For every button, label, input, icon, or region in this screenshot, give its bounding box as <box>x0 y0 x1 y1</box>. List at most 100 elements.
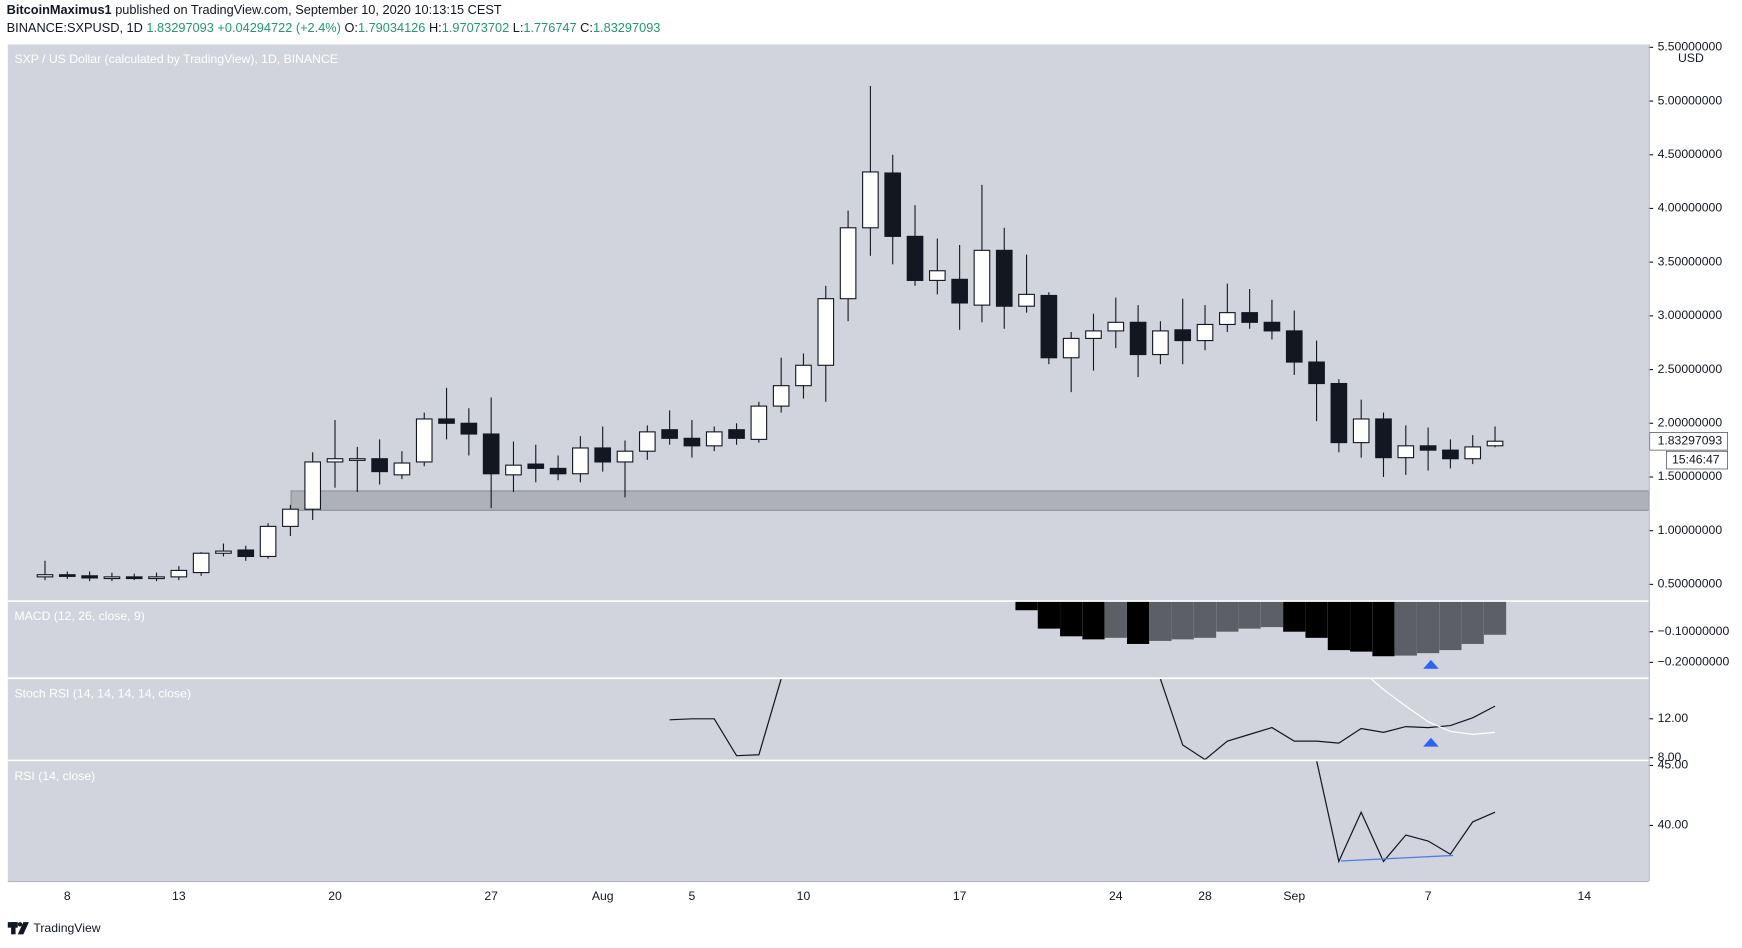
candle-body <box>259 525 277 558</box>
y-tick-label: 45.00 <box>1658 758 1689 772</box>
candle-body <box>728 429 745 439</box>
candle-body <box>1219 312 1236 326</box>
macd-bar <box>1082 601 1105 640</box>
candle-body <box>951 278 968 304</box>
y-tick-label: −0.20000000 <box>1658 655 1730 669</box>
candle-body <box>1129 321 1147 356</box>
candle-body <box>505 464 522 476</box>
candle-body <box>148 576 165 580</box>
candle-body <box>81 575 98 579</box>
candle-body <box>1263 321 1281 332</box>
price-tag-label: 1.83297093 <box>1658 433 1723 447</box>
low-label: L: <box>513 20 524 35</box>
x-tick-label: 28 <box>1198 889 1212 903</box>
candle-body <box>1352 418 1370 444</box>
candle-body <box>460 422 478 435</box>
candle-body <box>393 462 411 476</box>
macd-bar <box>1305 601 1328 638</box>
y-tick-label: 2.00000000 <box>1658 416 1723 430</box>
candle-body <box>1085 330 1102 339</box>
candle-body <box>237 549 255 558</box>
x-tick-label: Aug <box>592 889 614 903</box>
chart-area <box>7 44 1649 882</box>
candle-body <box>1107 321 1125 332</box>
macd-bar <box>1037 601 1060 629</box>
y-tick-label: 1.00000000 <box>1658 523 1723 537</box>
macd-bar <box>1238 601 1261 629</box>
macd-bar <box>1126 601 1150 644</box>
x-tick-label: 10 <box>797 889 811 903</box>
logo-part <box>17 922 29 935</box>
x-tick-label: 14 <box>1577 889 1591 903</box>
candle-body <box>215 550 232 554</box>
macd-bar <box>1327 601 1350 651</box>
candle-body <box>527 463 545 469</box>
candle-body <box>1464 446 1482 460</box>
macd-bar <box>1193 601 1217 638</box>
macd-bar <box>1416 601 1440 654</box>
candle-body <box>125 576 143 580</box>
candle-body <box>192 552 210 574</box>
candle-body <box>817 298 835 366</box>
candle-body <box>705 431 723 447</box>
open-label: O: <box>344 20 357 35</box>
symbol-line: BINANCE:SXPUSD, 1D 1.83297093 +0.0429472… <box>7 20 661 35</box>
x-tick-label: Sep <box>1283 889 1305 903</box>
candle-body <box>1241 312 1258 323</box>
x-tick-label: 7 <box>1425 889 1432 903</box>
macd-bar <box>1461 601 1484 644</box>
y-tick-label: 0.50000000 <box>1658 577 1723 591</box>
candle-body <box>1308 361 1325 385</box>
unit-label: USD <box>1678 51 1704 65</box>
y-tick-label: 3.50000000 <box>1658 254 1723 268</box>
last-price: 1.83297093 <box>146 20 213 35</box>
candle-body <box>750 405 768 440</box>
y-tick-label: 5.00000000 <box>1658 93 1723 107</box>
close-label: C: <box>580 20 593 35</box>
candle-body <box>482 433 500 475</box>
macd-bar <box>1260 601 1284 628</box>
candle-body <box>36 574 54 578</box>
indicator-line <box>1370 678 1496 735</box>
y-tick-label: 1.50000000 <box>1658 469 1723 483</box>
x-tick-label: 5 <box>689 889 696 903</box>
y-tick-label: −0.10000000 <box>1658 624 1730 638</box>
published: published on TradingView.com, September … <box>115 2 502 17</box>
candle-body <box>549 467 567 475</box>
indicator-line <box>1316 761 1496 864</box>
candle-body <box>683 437 701 447</box>
candle-body <box>594 447 612 463</box>
x-tick-label: 13 <box>172 889 186 903</box>
candle-body <box>995 249 1013 307</box>
pane-title: Stoch RSI (14, 14, 14, 14, close) <box>14 687 191 701</box>
candle-body <box>884 172 902 237</box>
candle-body <box>572 447 589 475</box>
y-tick-label: 4.00000000 <box>1658 201 1723 215</box>
open-value: 1.79034126 <box>358 20 425 35</box>
countdown-tag <box>1666 450 1728 470</box>
candle-body <box>1062 337 1080 359</box>
macd-bar <box>1149 601 1172 641</box>
macd-bar <box>1483 601 1507 635</box>
high-label: H: <box>429 20 442 35</box>
macd-bar <box>1216 601 1239 632</box>
candle-body <box>906 235 924 281</box>
candle-body <box>928 270 946 281</box>
candle-body <box>1018 293 1035 307</box>
candle-body <box>304 461 322 510</box>
candle-body <box>839 227 857 300</box>
candle-body <box>1397 445 1415 459</box>
support-zone <box>290 490 1649 511</box>
signal-arrow <box>1423 659 1439 669</box>
candle-body <box>638 431 656 452</box>
change: +0.04294722 (+2.4%) <box>217 20 341 35</box>
signal-arrow <box>1423 737 1439 747</box>
pane-title: SXP / US Dollar (calculated by TradingVi… <box>14 52 337 66</box>
x-tick-label: 20 <box>328 889 342 903</box>
logo-part <box>17 922 23 927</box>
candle-body <box>103 576 121 580</box>
brand: TradingView <box>33 921 100 935</box>
candle-body <box>616 450 634 463</box>
pane <box>36 86 1649 582</box>
